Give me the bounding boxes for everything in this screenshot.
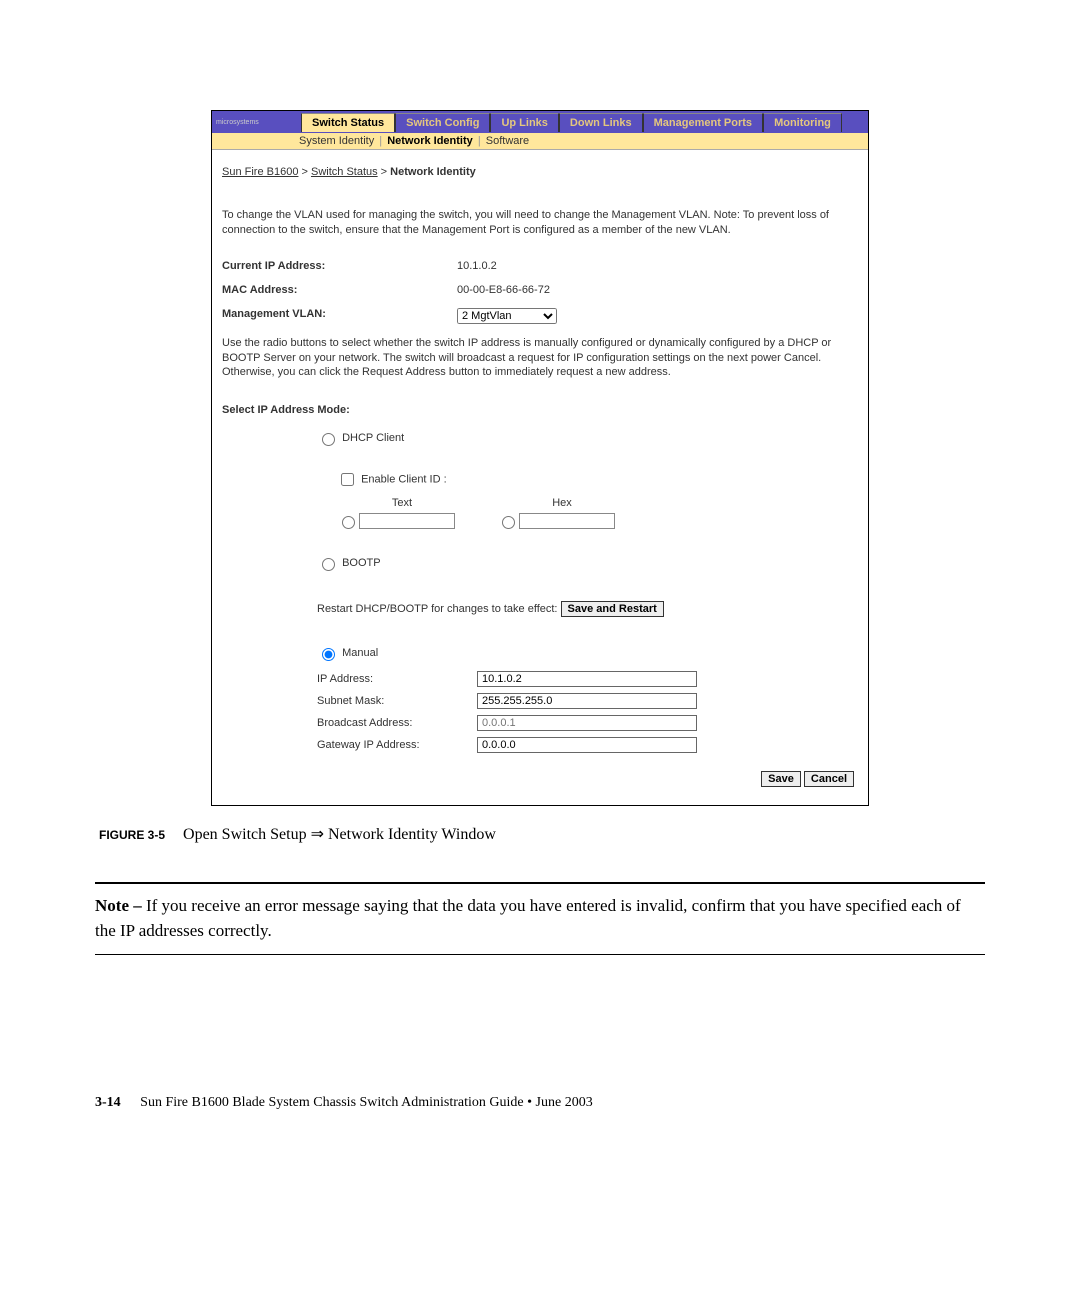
tab-down-links[interactable]: Down Links xyxy=(559,113,643,132)
radio-client-text[interactable] xyxy=(342,516,355,529)
logo-text: microsystems xyxy=(212,119,301,126)
input-client-hex[interactable] xyxy=(519,513,615,529)
breadcrumb-l3: Network Identity xyxy=(390,166,476,178)
save-restart-button[interactable]: Save and Restart xyxy=(561,601,664,617)
input-client-text[interactable] xyxy=(359,513,455,529)
tab-up-links[interactable]: Up Links xyxy=(490,113,558,132)
manual-label: Manual xyxy=(342,647,378,659)
restart-text: Restart DHCP/BOOTP for changes to take e… xyxy=(317,603,557,615)
mgmt-vlan-select[interactable]: 2 MgtVlan xyxy=(457,308,557,324)
mgmt-vlan-label: Management VLAN: xyxy=(222,308,457,324)
current-ip-label: Current IP Address: xyxy=(222,260,457,272)
broadcast-input[interactable] xyxy=(477,715,697,731)
bootp-label: BOOTP xyxy=(342,557,381,569)
mac-label: MAC Address: xyxy=(222,284,457,296)
mode-heading: Select IP Address Mode: xyxy=(222,404,860,416)
footer-text-1: Sun Fire B1600 Blade System Chassis Swit… xyxy=(140,1095,532,1110)
radio-bootp[interactable] xyxy=(322,558,335,571)
subtab-network-identity[interactable]: Network Identity xyxy=(385,135,475,147)
figure-text: Open Switch Setup ⇒ Network Identity Win… xyxy=(183,826,496,843)
ip-address-label: IP Address: xyxy=(317,673,477,685)
page-footer: 3-14 Sun Fire B1600 Blade System Chassis… xyxy=(95,1095,985,1111)
current-ip-value: 10.1.0.2 xyxy=(457,260,497,272)
main-tabs: microsystems Switch Status Switch Config… xyxy=(212,111,868,133)
gateway-input[interactable] xyxy=(477,737,697,753)
ip-address-input[interactable] xyxy=(477,671,697,687)
broadcast-label: Broadcast Address: xyxy=(317,717,477,729)
sub-tabs: System Identity | Network Identity | Sof… xyxy=(212,133,868,150)
figure-number: FIGURE 3-5 xyxy=(99,828,165,842)
save-button[interactable]: Save xyxy=(761,771,801,787)
note-prefix: Note – xyxy=(95,896,146,915)
note-box: Note – If you receive an error message s… xyxy=(95,882,985,954)
cancel-button[interactable]: Cancel xyxy=(804,771,854,787)
subtab-system-identity[interactable]: System Identity xyxy=(297,135,376,147)
screenshot-frame: microsystems Switch Status Switch Config… xyxy=(211,110,869,806)
figure-caption: FIGURE 3-5 Open Switch Setup ⇒ Network I… xyxy=(99,824,985,844)
breadcrumb: Sun Fire B1600 > Switch Status > Network… xyxy=(222,166,860,178)
tab-switch-config[interactable]: Switch Config xyxy=(395,113,490,132)
page-number: 3-14 xyxy=(95,1095,121,1110)
radio-dhcp[interactable] xyxy=(322,433,335,446)
note-body: If you receive an error message saying t… xyxy=(95,896,961,940)
subnet-mask-label: Subnet Mask: xyxy=(317,695,477,707)
breadcrumb-l1[interactable]: Sun Fire B1600 xyxy=(222,166,298,178)
text-col-label: Text xyxy=(337,497,467,509)
tab-monitoring[interactable]: Monitoring xyxy=(763,113,842,132)
mac-value: 00-00-E8-66-66-72 xyxy=(457,284,550,296)
radio-help: Use the radio buttons to select whether … xyxy=(222,336,860,381)
subnet-mask-input[interactable] xyxy=(477,693,697,709)
gateway-label: Gateway IP Address: xyxy=(317,739,477,751)
breadcrumb-l2[interactable]: Switch Status xyxy=(311,166,378,178)
footer-text-2: June 2003 xyxy=(536,1095,593,1110)
radio-client-hex[interactable] xyxy=(502,516,515,529)
enable-client-id-label: Enable Client ID : xyxy=(361,474,447,486)
hex-col-label: Hex xyxy=(497,497,627,509)
radio-manual[interactable] xyxy=(322,648,335,661)
intro-text: To change the VLAN used for managing the… xyxy=(222,208,860,238)
checkbox-enable-client-id[interactable] xyxy=(341,473,354,486)
subtab-software[interactable]: Software xyxy=(484,135,531,147)
dhcp-label: DHCP Client xyxy=(342,432,404,444)
tab-switch-status[interactable]: Switch Status xyxy=(301,113,395,132)
tab-management-ports[interactable]: Management Ports xyxy=(643,113,763,132)
